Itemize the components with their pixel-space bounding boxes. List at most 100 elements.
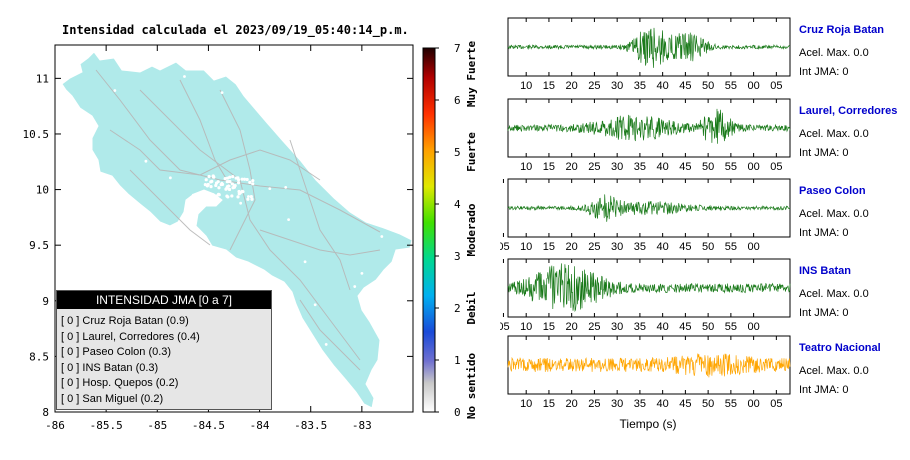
station-dot [354, 193, 358, 197]
lat-tick-label: 8 [42, 406, 49, 419]
station-dot [209, 193, 213, 197]
lon-tick-label: -85 [147, 419, 167, 432]
trace-tick-label: 20 [566, 398, 578, 410]
trace-tick-label: 35 [634, 241, 646, 253]
lat-tick-label: 8.5 [29, 350, 49, 363]
station-dot [216, 197, 220, 201]
trace-acel-max: Acel. Max. 0.0 [799, 365, 869, 377]
trace-tick-label: 40 [657, 161, 669, 173]
station-dot [230, 182, 234, 186]
station-dot [214, 181, 219, 185]
lat-tick-label: 10.5 [23, 128, 50, 141]
station-dot [228, 175, 232, 179]
station-dot [231, 174, 235, 179]
trace-tick-label: 45 [679, 241, 691, 253]
trace-tick-label: 25 [588, 241, 600, 253]
trace-tick-label: 00 [747, 80, 759, 92]
trace-tick-label: 30 [611, 241, 623, 253]
trace-tick-label: 10 [520, 80, 532, 92]
trace-tick-label: 15 [543, 80, 555, 92]
trace-tick-label: 50 [702, 398, 714, 410]
station-dot [279, 317, 282, 321]
trace-tick-label: 05 [770, 161, 782, 173]
station-dot [230, 194, 234, 198]
waveform [507, 353, 791, 378]
trace-tick-label: 25 [588, 398, 600, 410]
trace-frame [507, 335, 791, 395]
colorbar-category: No sentido [465, 353, 478, 420]
x-axis-label: Tiempo (s) [620, 417, 677, 431]
trace-acel-max: Acel. Max. 0.0 [799, 288, 869, 300]
colorbar-tick-label: 0 [454, 406, 461, 419]
trace-tick-label: 25 [588, 161, 600, 173]
trace-panel: 10 15 20 25 30 35 40 45 50 55 00 05 Teatro Nacional A… [507, 335, 881, 410]
lat-tick-label: 10 [36, 184, 49, 197]
trace-tick-label: 25 [588, 321, 600, 333]
legend-items: [ 0 ] Cruz Roja Batan (0.9) [ 0 ] Laurel,… [61, 314, 271, 407]
colorbar-category: Fuerte [465, 132, 478, 172]
trace-station-name: Laurel, Corredores [799, 105, 897, 117]
lon-tick-label: -84.5 [192, 419, 225, 432]
colorbar-tick-label: 4 [454, 198, 461, 211]
trace-tick-label: 40 [657, 398, 669, 410]
trace-tick-label: 35 [634, 80, 646, 92]
station-dot [183, 75, 186, 78]
station-dot [148, 226, 152, 230]
trace-tick-label: 05 [500, 321, 510, 333]
trace-tick-label: 05 [770, 398, 782, 410]
trace-tick-label: 55 [725, 161, 737, 173]
trace-tick-label: 10 [520, 321, 532, 333]
station-dot [236, 195, 240, 199]
lon-tick-label: -83.5 [294, 419, 327, 432]
station-dot [242, 177, 247, 181]
trace-tick-label: 50 [702, 241, 714, 253]
trace-tick-label: 50 [702, 80, 714, 92]
trace-int-jma: Int JMA: 0 [799, 66, 849, 78]
station-dot [380, 235, 384, 238]
trace-acel-max: Acel. Max. 0.0 [799, 208, 869, 220]
station-dot [237, 279, 241, 283]
trace-tick-label: 40 [657, 80, 669, 92]
trace-tick-label: 20 [566, 321, 578, 333]
trace-tick-label: 45 [679, 161, 691, 173]
trace-tick-label: 30 [611, 161, 623, 173]
trace-int-jma: Int JMA: 0 [799, 147, 849, 159]
lon-tick-label: -83 [352, 419, 372, 432]
colorbar-tick-label: 1 [454, 354, 461, 367]
station-dot [250, 197, 254, 201]
station-dot [247, 195, 250, 198]
waveform [507, 27, 791, 68]
trace-tick-label: 40 [657, 241, 669, 253]
trace-acel-max: Acel. Max. 0.0 [799, 128, 869, 140]
station-dot [234, 176, 238, 180]
station-dot [223, 177, 227, 181]
trace-tick-label: 55 [725, 80, 737, 92]
trace-tick-label: 50 [702, 321, 714, 333]
trace-int-jma: Int JMA: 0 [799, 307, 849, 319]
trace-station-name: Teatro Nacional [799, 342, 881, 354]
map-title: Intensidad calculada el 2023/09/19_05:40… [62, 23, 409, 37]
colorbar-categories: No sentido Debil Moderado Fuerte Muy Fuerte [465, 41, 478, 420]
colorbar-gradient [422, 47, 436, 413]
trace-int-jma: Int JMA: 0 [799, 384, 849, 396]
trace-tick-label: 30 [611, 398, 623, 410]
lon-tick-label: -85.5 [90, 419, 123, 432]
station-dot [214, 194, 219, 198]
station-dot [209, 185, 213, 189]
station-dot [226, 180, 231, 184]
trace-station-name: Paseo Colon [799, 185, 866, 197]
trace-tick-label: 10 [520, 241, 532, 253]
trace-panel: 10 15 20 25 30 35 40 45 50 55 00 05 Cruz Roja Batan A… [507, 17, 884, 92]
road-network [95, 69, 381, 371]
legend-item: [ 0 ] Cruz Roja Batan (0.9) [61, 315, 189, 327]
station-dot [220, 181, 224, 185]
trace-tick-label: 50 [702, 161, 714, 173]
colorbar-ticks: 0 1 2 3 4 5 6 7 [435, 42, 461, 419]
trace-station-name: INS Batan [799, 265, 851, 277]
trace-tick-label: 10 [520, 161, 532, 173]
trace-tick-label: 20 [566, 241, 578, 253]
trace-tick-label: 05 [500, 241, 510, 253]
station-dot [353, 285, 357, 288]
trace-tick-label: 35 [634, 321, 646, 333]
station-dot [360, 271, 364, 275]
